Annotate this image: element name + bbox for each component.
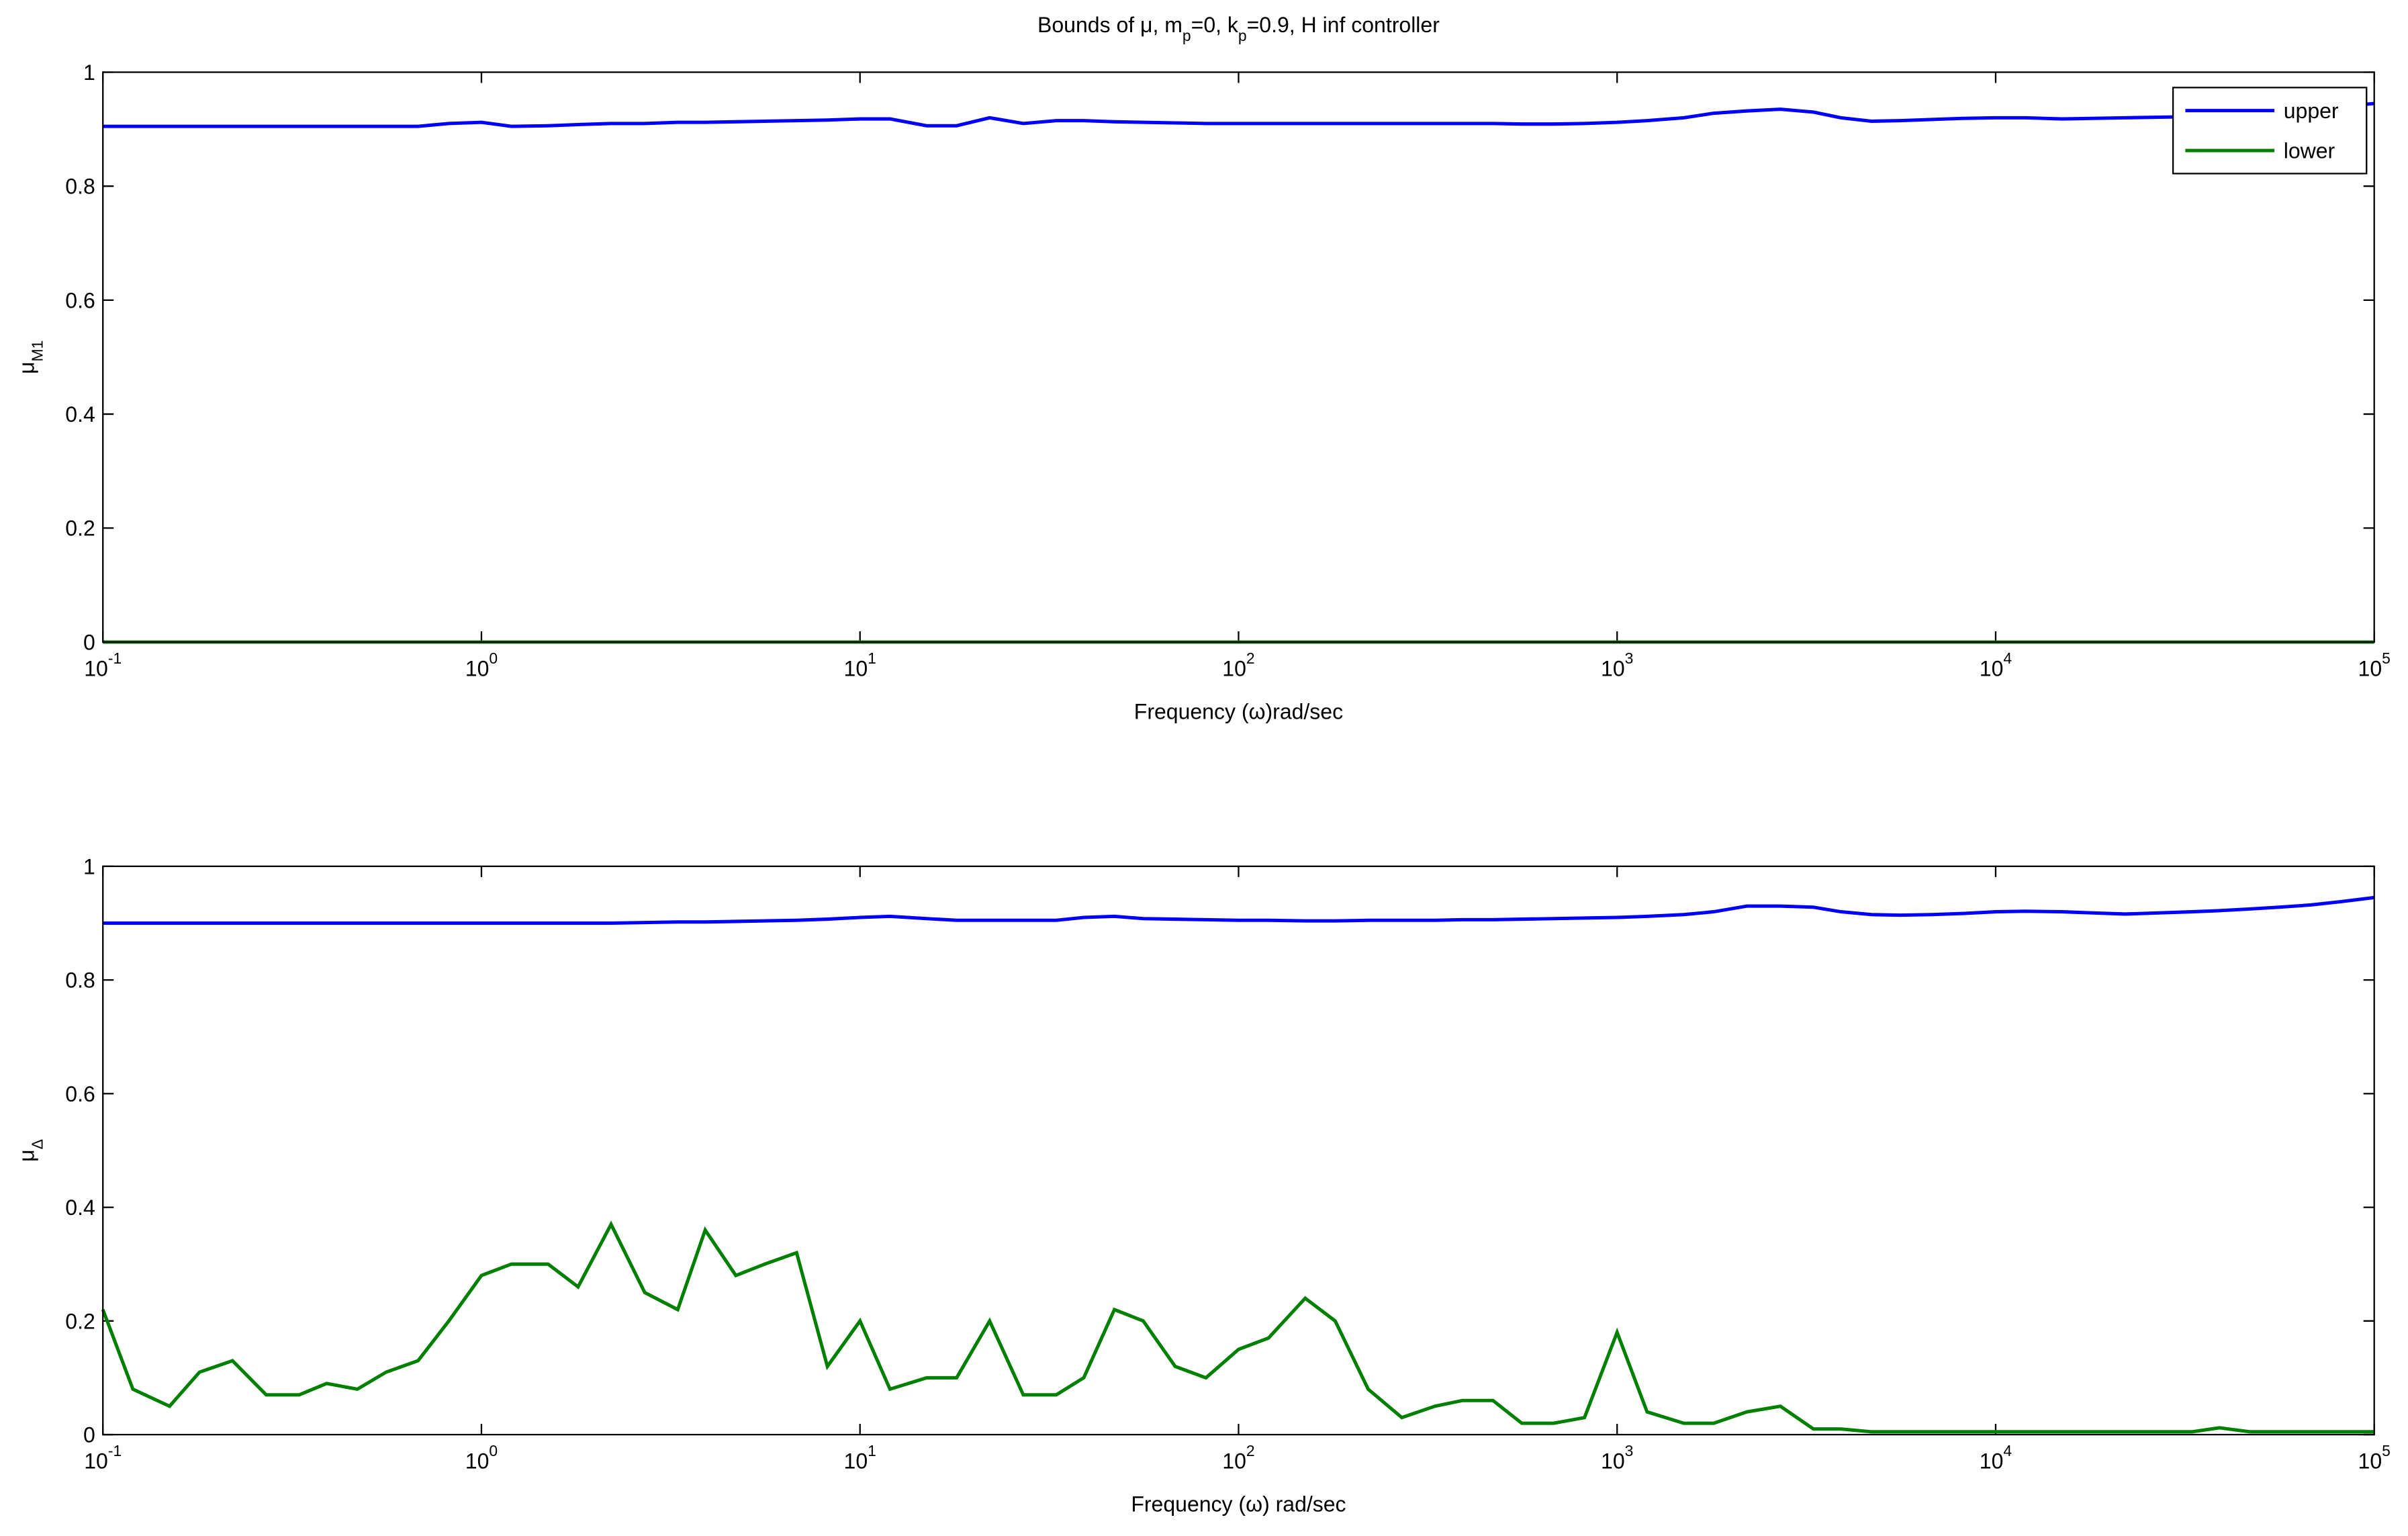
x-axis-label: Frequency (ω)rad/sec xyxy=(1134,699,1343,723)
plot-area xyxy=(103,72,2374,642)
plot-area xyxy=(103,866,2374,1435)
x-tick-label: 104 xyxy=(1980,649,2012,680)
title-text: Bounds of μ, m xyxy=(1037,13,1183,37)
y-tick-label: 0.4 xyxy=(65,1195,95,1220)
x-tick-label: 101 xyxy=(844,649,876,680)
series-line xyxy=(101,1220,2374,1434)
x-tick-label: 102 xyxy=(1222,649,1254,680)
x-tick-exponent: 4 xyxy=(2003,1442,2012,1459)
x-tick-base: 10 xyxy=(2358,656,2382,680)
y-tick-label: 0 xyxy=(83,1422,95,1447)
y-tick-label: 1 xyxy=(83,60,95,85)
y-label-subscript: Δ xyxy=(28,1139,46,1149)
x-tick-label: 101 xyxy=(844,1442,876,1473)
title-text: =0, k xyxy=(1191,13,1239,37)
x-tick-base: 10 xyxy=(1222,656,1246,680)
legend-label: upper xyxy=(2284,99,2339,123)
x-tick-exponent: 1 xyxy=(868,1442,876,1459)
y-tick-label: 0.8 xyxy=(65,968,95,993)
x-tick-exponent: 2 xyxy=(1246,1442,1255,1459)
title-subscript: p xyxy=(1183,27,1191,44)
x-tick-base: 10 xyxy=(1601,1449,1625,1473)
x-tick-label: 103 xyxy=(1601,649,1633,680)
y-tick-label: 0 xyxy=(83,630,95,654)
x-tick-base: 10 xyxy=(844,656,868,680)
x-tick-exponent: 2 xyxy=(1246,649,1255,667)
axes-frame xyxy=(102,71,2375,643)
x-tick-exponent: 5 xyxy=(2382,649,2391,667)
axes: 10-1 100 101 102 103 104 10500.20.40.60.81Freq… xyxy=(14,854,2391,1516)
x-tick-label: 10-1 xyxy=(84,649,122,680)
y-label-subscript: M1 xyxy=(28,341,46,362)
x-tick-base: 10 xyxy=(84,656,108,680)
x-tick-label: 100 xyxy=(465,649,498,680)
x-tick-base: 10 xyxy=(465,1449,490,1473)
x-tick-label: 103 xyxy=(1601,1442,1633,1473)
chart-title: Bounds of μ, mp=0, kp=0.9, H inf control… xyxy=(1037,13,1440,44)
x-tick-exponent: -1 xyxy=(108,1442,122,1459)
axes-frame xyxy=(102,865,2375,1436)
title-text: =0.9, H inf controller xyxy=(1247,13,1440,37)
x-tick-exponent: -1 xyxy=(108,649,122,667)
x-tick-base: 10 xyxy=(84,1449,108,1473)
x-tick-base: 10 xyxy=(2358,1449,2382,1473)
legend-label: lower xyxy=(2284,139,2335,163)
x-tick-base: 10 xyxy=(1980,656,2004,680)
x-tick-exponent: 5 xyxy=(2382,1442,2391,1459)
series-line xyxy=(103,101,2374,128)
y-label-symbol: μ xyxy=(14,1149,38,1161)
legend: upper lower xyxy=(2172,87,2368,175)
x-tick-exponent: 0 xyxy=(489,649,498,667)
x-axis-label: Frequency (ω) rad/sec xyxy=(1131,1492,1346,1516)
y-label-symbol: μ xyxy=(14,361,38,373)
y-tick-label: 0.2 xyxy=(65,1309,95,1333)
x-tick-label: 105 xyxy=(2358,1442,2391,1473)
x-tick-label: 104 xyxy=(1980,1442,2012,1473)
series-line xyxy=(103,895,2374,925)
x-tick-label: 10-1 xyxy=(84,1442,122,1473)
y-tick-label: 0.2 xyxy=(65,516,95,541)
x-tick-exponent: 1 xyxy=(868,649,876,667)
x-tick-exponent: 4 xyxy=(2003,649,2012,667)
legend-box xyxy=(2172,87,2368,175)
x-tick-base: 10 xyxy=(1222,1449,1246,1473)
x-tick-base: 10 xyxy=(1980,1449,2004,1473)
y-tick-label: 0.4 xyxy=(65,402,95,426)
x-tick-exponent: 3 xyxy=(1625,649,1634,667)
y-tick-label: 0.8 xyxy=(65,175,95,199)
y-tick-label: 0.6 xyxy=(65,1082,95,1106)
y-tick-label: 0.6 xyxy=(65,288,95,312)
x-tick-base: 10 xyxy=(844,1449,868,1473)
title-subscript: p xyxy=(1238,27,1247,44)
x-tick-label: 105 xyxy=(2358,649,2391,680)
x-tick-label: 100 xyxy=(465,1442,498,1473)
x-tick-base: 10 xyxy=(465,656,490,680)
axes: Bounds of μ, mp=0, kp=0.9, H inf control… xyxy=(14,13,2391,723)
x-tick-exponent: 3 xyxy=(1625,1442,1634,1459)
x-tick-label: 102 xyxy=(1222,1442,1254,1473)
x-tick-exponent: 0 xyxy=(489,1442,498,1459)
x-tick-base: 10 xyxy=(1601,656,1625,680)
y-axis-label: μΔ xyxy=(14,1139,46,1162)
y-axis-label: μM1 xyxy=(14,341,46,374)
y-tick-label: 1 xyxy=(83,854,95,878)
